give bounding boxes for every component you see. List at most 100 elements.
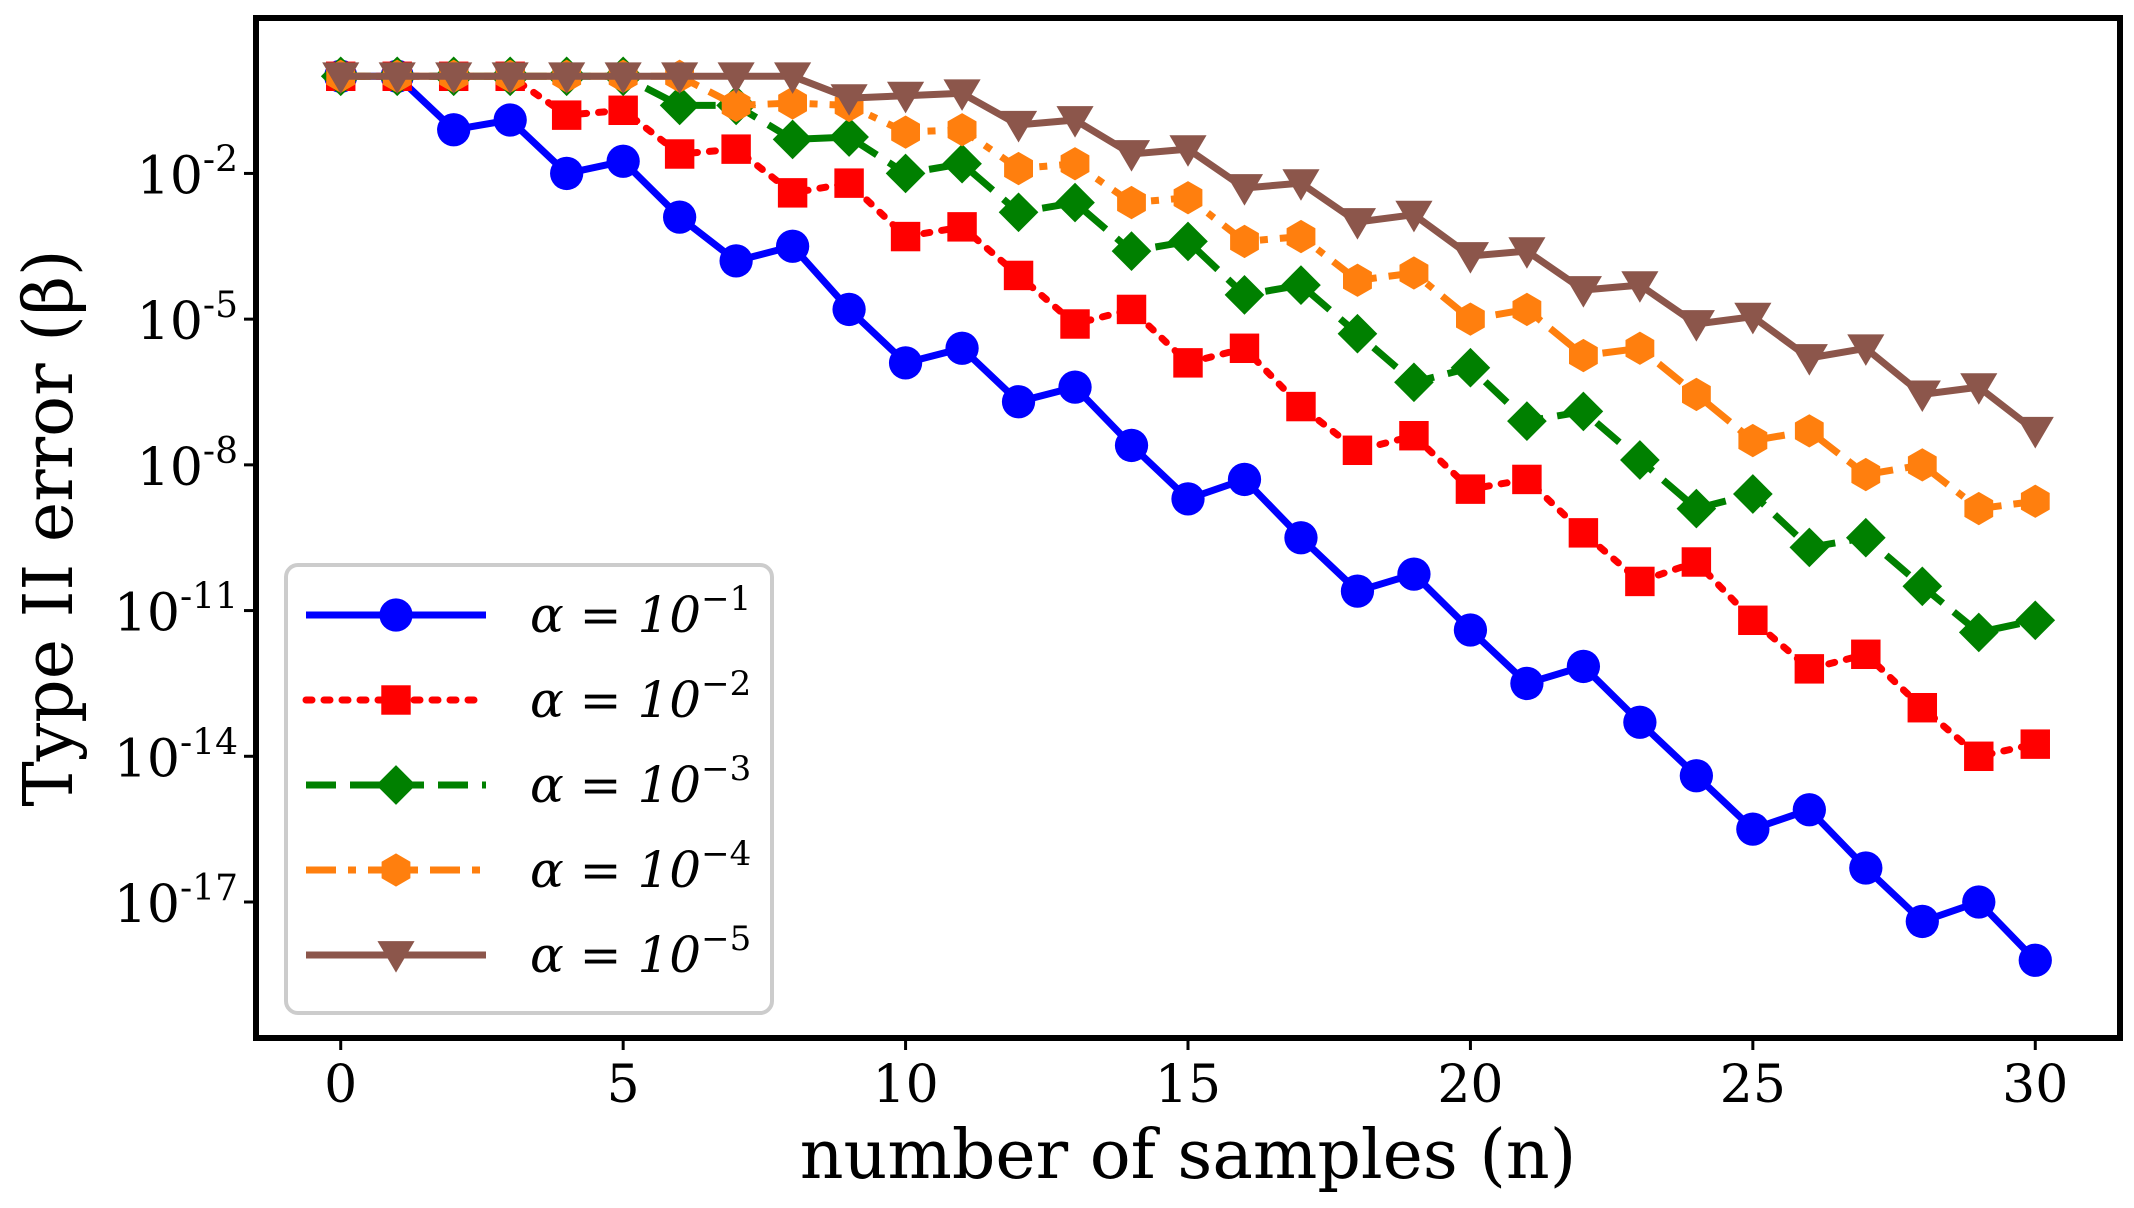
data-point xyxy=(551,100,582,130)
data-point xyxy=(947,212,977,242)
data-point xyxy=(1625,566,1655,597)
data-point xyxy=(604,62,642,94)
data-point xyxy=(1056,106,1094,138)
data-point xyxy=(1229,333,1260,364)
legend-label: α = 10−2 xyxy=(530,664,751,729)
data-point xyxy=(1512,292,1542,327)
y-tick-label: 10-11 xyxy=(114,577,238,644)
data-point xyxy=(1907,692,1938,723)
data-point xyxy=(887,81,925,114)
data-point xyxy=(1281,265,1321,305)
data-point xyxy=(1623,705,1657,739)
data-point xyxy=(1790,344,1828,376)
data-point xyxy=(1397,557,1431,591)
legend-item: α = 10−3 xyxy=(306,749,751,814)
legend-marker xyxy=(381,685,411,715)
data-point xyxy=(1964,491,1994,526)
data-point xyxy=(888,346,923,380)
data-point xyxy=(885,153,926,194)
data-point xyxy=(1117,185,1146,220)
legend-marker xyxy=(376,765,416,805)
data-point xyxy=(717,62,755,94)
data-point xyxy=(1903,380,1941,413)
data-point xyxy=(719,244,753,278)
data-point xyxy=(832,292,866,327)
data-point xyxy=(1679,759,1714,793)
data-point xyxy=(1620,440,1660,480)
data-point xyxy=(1055,182,1095,223)
data-point xyxy=(2020,484,2050,518)
data-point xyxy=(778,86,807,120)
data-point xyxy=(999,110,1038,143)
data-point xyxy=(2020,729,2050,759)
data-point xyxy=(1004,151,1033,186)
data-point xyxy=(1962,885,1996,919)
legend-item: α = 10−4 xyxy=(306,834,751,899)
series-layer xyxy=(320,56,2056,977)
data-point xyxy=(1902,566,1943,607)
y-tick-label: 10-8 xyxy=(137,431,238,498)
legend-box xyxy=(284,563,774,1015)
data-point xyxy=(1225,174,1264,206)
data-point xyxy=(1625,331,1655,365)
data-point xyxy=(1736,812,1770,846)
data-point xyxy=(493,103,527,137)
x-tick-label: 10 xyxy=(872,1055,938,1115)
data-point xyxy=(378,62,416,94)
data-point xyxy=(943,79,981,111)
data-point xyxy=(1847,334,1885,366)
data-point xyxy=(1794,414,1824,448)
data-point xyxy=(1450,347,1491,388)
data-point xyxy=(1111,231,1152,271)
data-point xyxy=(774,62,812,94)
legend-marker xyxy=(379,598,413,632)
x-axis-title: number of samples (n) xyxy=(800,1116,1577,1195)
data-point xyxy=(1566,649,1601,684)
x-tick-label: 5 xyxy=(607,1055,640,1115)
y-axis: 10-2 10-5 10-8 10-11 10-14 10-17 xyxy=(114,139,256,935)
data-point xyxy=(1794,654,1825,684)
data-point xyxy=(1399,420,1429,451)
data-point xyxy=(1849,851,1883,885)
data-point xyxy=(1958,612,1999,653)
legend: α = 10−1 α = 10−2 α = 10−3 α = 10−4 α = 10−5 xyxy=(284,563,774,1015)
data-point xyxy=(1960,373,1998,405)
data-point xyxy=(1455,474,1486,504)
legend-item: α = 10−2 xyxy=(302,664,751,729)
data-point xyxy=(1510,666,1544,701)
data-point xyxy=(945,331,979,365)
legend-item: α = 10−1 xyxy=(306,579,751,644)
data-point xyxy=(1116,294,1147,325)
data-point xyxy=(1789,527,1830,568)
data-point xyxy=(772,119,813,160)
data-point xyxy=(1564,276,1602,308)
data-point xyxy=(1738,423,1768,458)
x-tick-label: 15 xyxy=(1155,1055,1221,1115)
data-point xyxy=(1286,391,1316,422)
data-point xyxy=(1395,200,1433,233)
data-point xyxy=(1682,377,1711,412)
data-point xyxy=(1171,482,1205,516)
data-point xyxy=(1003,260,1034,291)
series-4 xyxy=(326,59,2050,526)
data-point xyxy=(2015,600,2056,641)
data-point xyxy=(1792,793,1826,827)
legend-marker xyxy=(381,853,411,887)
data-point xyxy=(1456,302,1485,336)
data-point xyxy=(1168,221,1208,262)
data-point xyxy=(1058,370,1092,404)
data-point xyxy=(435,62,473,94)
data-point xyxy=(1286,219,1316,254)
data-point xyxy=(1681,547,1712,577)
data-point xyxy=(1284,521,1318,555)
data-point xyxy=(322,62,360,94)
legend-label: α = 10−3 xyxy=(530,749,751,814)
data-point xyxy=(1169,135,1207,167)
data-point xyxy=(1845,517,1886,558)
legend-marker xyxy=(377,941,415,973)
data-point xyxy=(1851,639,1881,670)
data-point xyxy=(2016,416,2054,449)
data-point xyxy=(662,200,697,234)
x-tick-label: 20 xyxy=(1437,1055,1503,1115)
